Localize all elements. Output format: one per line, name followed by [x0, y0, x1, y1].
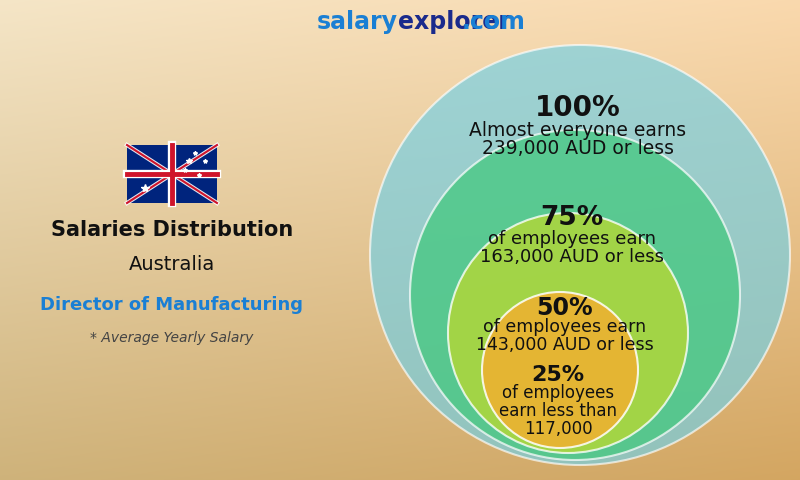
Text: Director of Manufacturing: Director of Manufacturing: [41, 296, 303, 314]
Text: * Average Yearly Salary: * Average Yearly Salary: [90, 331, 254, 345]
Text: Almost everyone earns: Almost everyone earns: [470, 120, 686, 140]
Text: 100%: 100%: [535, 94, 621, 122]
Text: 117,000: 117,000: [524, 420, 592, 438]
Text: 25%: 25%: [531, 365, 585, 385]
Circle shape: [410, 130, 740, 460]
Text: explorer: explorer: [398, 10, 510, 34]
Circle shape: [370, 45, 790, 465]
Text: of employees: of employees: [502, 384, 614, 402]
Text: of employees earn: of employees earn: [483, 318, 646, 336]
Text: 75%: 75%: [540, 205, 604, 231]
Text: salary: salary: [317, 10, 398, 34]
Text: Australia: Australia: [129, 255, 215, 275]
Circle shape: [482, 292, 638, 448]
Text: 163,000 AUD or less: 163,000 AUD or less: [480, 248, 664, 266]
Text: 143,000 AUD or less: 143,000 AUD or less: [476, 336, 654, 354]
Text: .com: .com: [462, 10, 526, 34]
Text: 239,000 AUD or less: 239,000 AUD or less: [482, 139, 674, 157]
Circle shape: [448, 213, 688, 453]
Text: earn less than: earn less than: [499, 402, 617, 420]
Text: 50%: 50%: [537, 296, 594, 320]
Text: Salaries Distribution: Salaries Distribution: [51, 220, 293, 240]
FancyBboxPatch shape: [127, 145, 217, 203]
Text: of employees earn: of employees earn: [488, 230, 656, 248]
